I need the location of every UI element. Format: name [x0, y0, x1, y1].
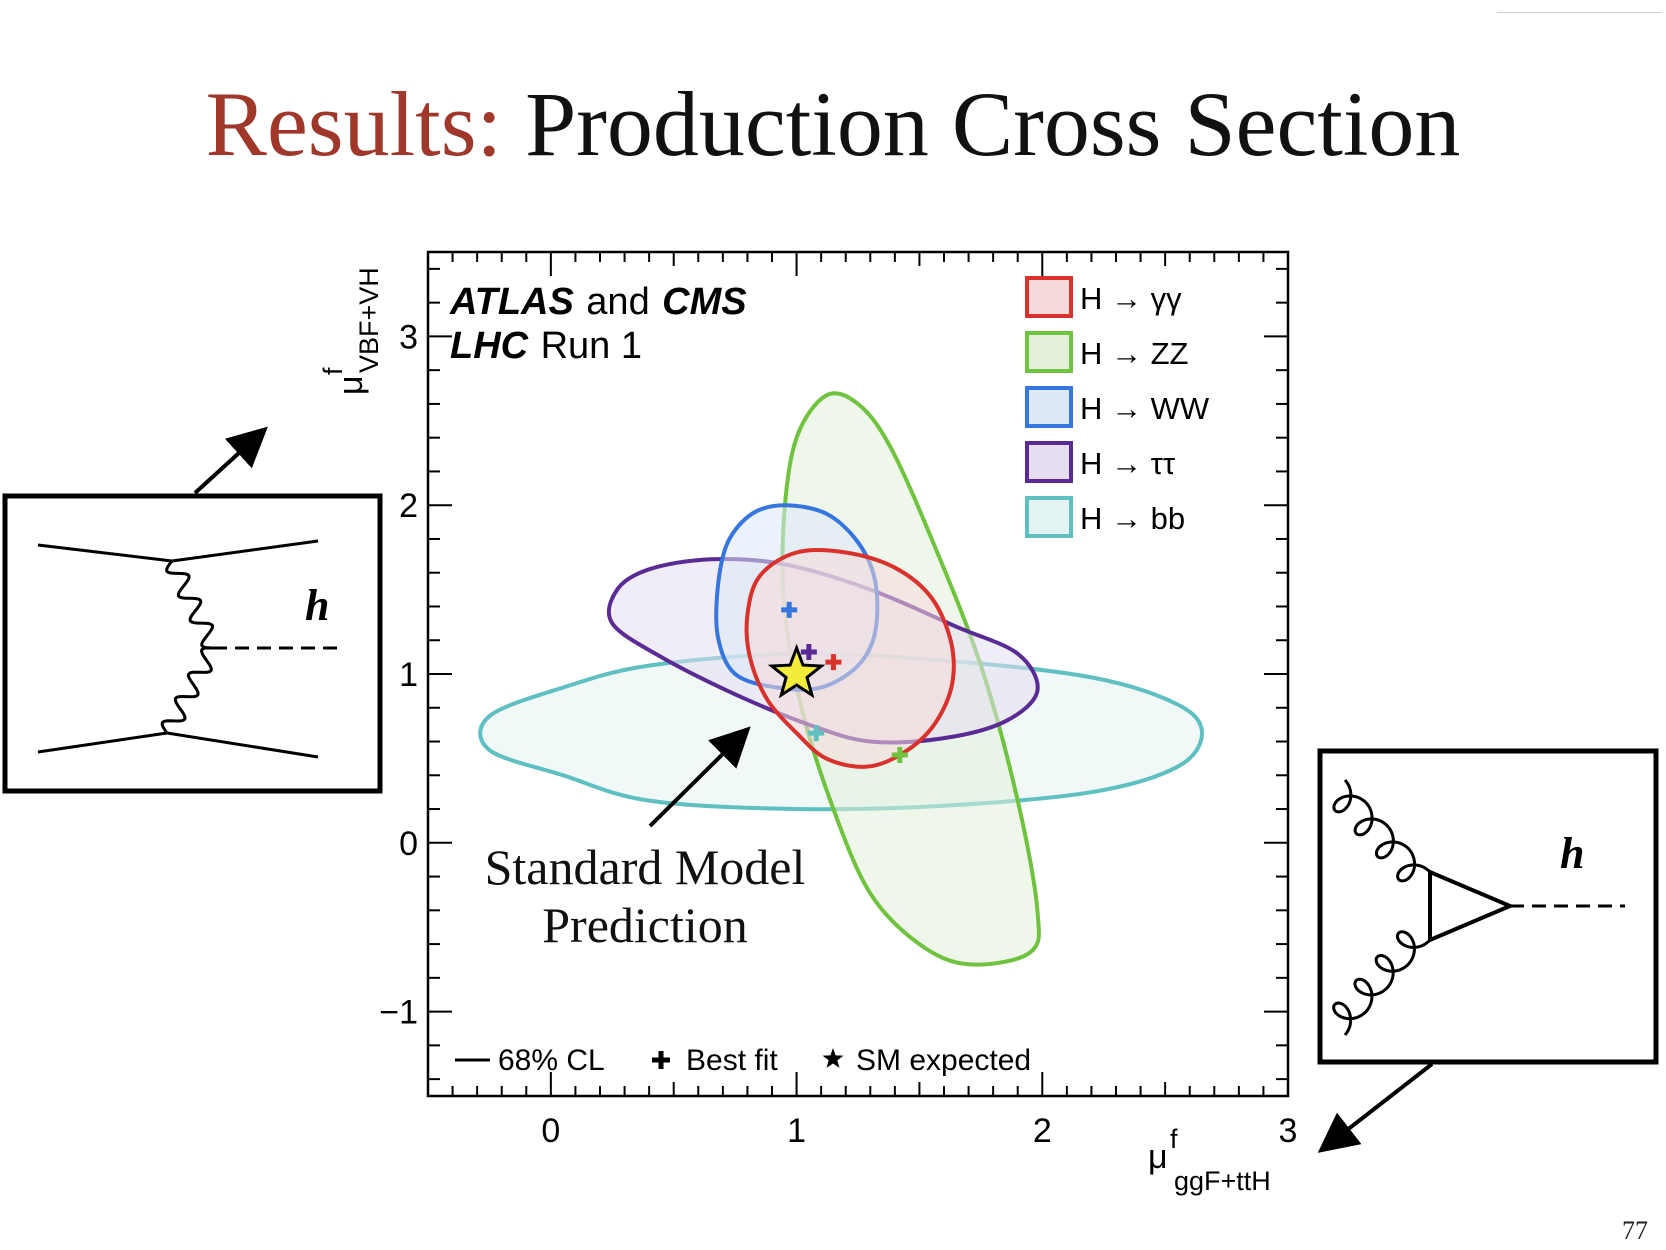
legend-swatch — [1025, 496, 1073, 538]
best-fit-sample-icon — [652, 1051, 670, 1069]
best-fit-hzz — [891, 747, 908, 764]
vbf-arrow — [193, 426, 268, 495]
sm-label: SM expected — [856, 1044, 1031, 1077]
best-fit-h — [800, 644, 817, 661]
x-tick-label: 0 — [541, 1112, 560, 1150]
vbf-boson-bottom — [160, 646, 214, 734]
x-tick-label: 2 — [1033, 1112, 1052, 1150]
page-number: 77 — [1622, 1216, 1648, 1245]
ggf-higgs-label: h — [1560, 829, 1584, 878]
y-axis-sub: VBF+VH — [354, 267, 384, 373]
ggf-arrow — [1317, 1062, 1434, 1153]
x-tick-label: 1 — [787, 1112, 806, 1150]
y-axis-sup: f — [318, 367, 348, 375]
x-axis-title: μ — [1148, 1138, 1168, 1176]
y-tick-label: 1 — [399, 656, 418, 694]
ggf-feynman-diagram: h — [1317, 748, 1659, 1153]
top-rule — [1497, 12, 1662, 13]
and-label: and — [586, 281, 649, 323]
legend-swatch — [1025, 331, 1073, 373]
sm-expected-star — [767, 643, 826, 699]
tick-layer: 0 1 2 3 −1 0 1 2 3 — [379, 252, 1297, 1150]
cl-label: 68% CL — [498, 1044, 605, 1077]
best-fit-label: Best fit — [686, 1044, 778, 1077]
callout-line2: Prediction — [542, 897, 748, 953]
legend-label: H → bb — [1080, 501, 1185, 536]
y-tick-label: 0 — [399, 825, 418, 863]
y-tick-label: 3 — [399, 318, 418, 356]
contour-h — [744, 548, 956, 769]
ggf-gluon-bottom — [1332, 930, 1432, 1036]
vbf-diagram-frame — [2, 493, 383, 794]
y-axis-title: μ — [332, 375, 370, 395]
best-fit-layer — [781, 601, 908, 764]
legend-swatch — [1025, 276, 1073, 318]
x-tick-label: 3 — [1279, 1112, 1298, 1150]
legend-swatch — [1025, 441, 1073, 483]
atlas-label: ATLAS — [449, 281, 574, 323]
slide-title: Results: Production Cross Section — [0, 78, 1666, 170]
experiment-label-line2: LHC Run 1 — [450, 325, 642, 367]
callout-arrow — [648, 726, 751, 828]
run-label: Run 1 — [541, 325, 642, 367]
vbf-higgs-label: h — [305, 581, 329, 630]
legend: H → γγ H → ZZ H → WW H → ττ H → bb — [1025, 276, 1210, 538]
experiment-label-line1: ATLAS and CMS — [449, 281, 747, 323]
legend-swatch — [1025, 386, 1073, 428]
lhc-label: LHC — [450, 325, 529, 367]
legend-label: H → ZZ — [1080, 336, 1189, 371]
y-tick-label: 2 — [399, 487, 418, 525]
legend-label: H → ττ — [1080, 446, 1175, 481]
best-fit-h — [825, 654, 842, 671]
best-fit-hww — [781, 601, 798, 618]
ggf-top-loop — [1428, 868, 1516, 944]
x-axis-sub: ggF+ttH — [1174, 1166, 1271, 1196]
legend-label: H → γγ — [1080, 281, 1182, 316]
vbf-boson-top — [165, 560, 215, 650]
y-axis-title-group: μ f VBF+VH — [318, 267, 384, 395]
ggf-gluon-top — [1332, 779, 1432, 883]
legend-label: H → WW — [1080, 391, 1210, 426]
title-main: Production Cross Section — [525, 73, 1461, 175]
best-fit-hbb — [808, 725, 825, 742]
sm-sample-star-icon — [822, 1048, 844, 1068]
callout-line1: Standard Model — [485, 839, 806, 895]
contour-layer — [478, 391, 1205, 967]
x-axis-sup: f — [1170, 1124, 1178, 1154]
vbf-feynman-diagram: h — [2, 426, 383, 794]
title-accent: Results: — [205, 73, 503, 175]
y-tick-label: −1 — [379, 994, 418, 1032]
cms-label: CMS — [662, 281, 746, 323]
